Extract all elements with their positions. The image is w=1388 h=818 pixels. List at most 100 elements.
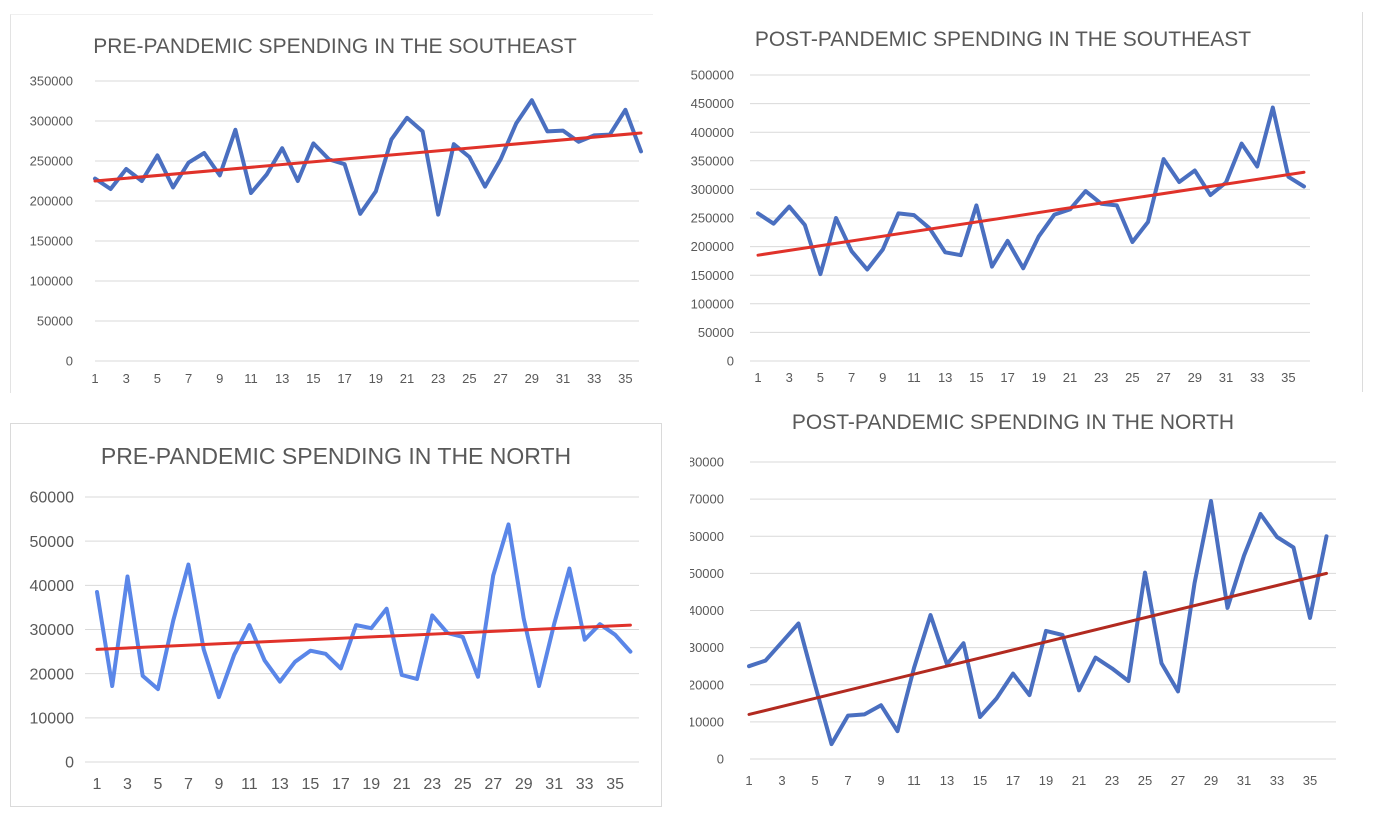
y-tick-label: 400000 — [691, 125, 734, 140]
y-tick-label: 50000 — [30, 534, 75, 551]
chart-title: POST-PANDEMIC SPENDING IN THE NORTH — [792, 411, 1234, 434]
x-tick-label: 15 — [969, 370, 983, 385]
chart-panel-pre-north: PRE-PANDEMIC SPENDING IN THE NORTH 0 1000… — [10, 423, 662, 807]
y-tick-label: 250000 — [30, 154, 73, 169]
y-tick-label: 0 — [65, 755, 74, 772]
y-tick-label: 150000 — [30, 234, 73, 249]
chart-title: PRE-PANDEMIC SPENDING IN THE NORTH — [101, 443, 571, 469]
x-tick-label: 17 — [1000, 370, 1014, 385]
x-tick-label: 3 — [778, 773, 785, 788]
x-tick-label: 31 — [545, 776, 563, 793]
x-tick-label: 15 — [306, 371, 320, 386]
x-tick-label: 21 — [400, 371, 414, 386]
y-tick-label: 350000 — [691, 153, 734, 168]
x-tick-label: 25 — [1138, 773, 1152, 788]
x-tick-label: 33 — [576, 776, 594, 793]
chart-panel-post-southeast: POST-PANDEMIC SPENDING IN THE SOUTHEAST … — [690, 12, 1363, 392]
y-tick-label: 0 — [66, 354, 73, 369]
x-tick-label: 27 — [493, 371, 507, 386]
x-tick-label: 35 — [1281, 370, 1295, 385]
x-tick-label: 13 — [938, 370, 952, 385]
x-tick-label: 29 — [1188, 370, 1202, 385]
x-tick-label: 5 — [154, 776, 163, 793]
y-tick-label: 200000 — [30, 194, 73, 209]
x-tick-label: 15 — [301, 776, 319, 793]
chart-panel-pre-southeast: PRE-PANDEMIC SPENDING IN THE SOUTHEAST 0… — [10, 14, 653, 393]
x-tick-label: 23 — [1094, 370, 1108, 385]
y-tick-label: 50000 — [690, 566, 724, 581]
x-tick-label: 19 — [1039, 773, 1053, 788]
x-tick-label: 5 — [817, 370, 824, 385]
x-tick-label: 7 — [185, 371, 192, 386]
y-tick-label: 30000 — [690, 640, 724, 655]
x-tick-label: 9 — [216, 371, 223, 386]
x-tick-label: 1 — [91, 371, 98, 386]
x-tick-label: 9 — [214, 776, 223, 793]
y-tick-label: 10000 — [30, 710, 75, 727]
y-tick-label: 100000 — [30, 274, 73, 289]
x-tick-label: 13 — [271, 776, 289, 793]
trendline — [93, 131, 643, 183]
y-tick-label: 60000 — [30, 490, 75, 507]
x-tick-label: 13 — [275, 371, 289, 386]
x-tick-label: 17 — [332, 776, 350, 793]
x-tick-label: 3 — [786, 370, 793, 385]
x-tick-label: 23 — [1105, 773, 1119, 788]
x-tick-label: 27 — [1156, 370, 1170, 385]
x-tick-label: 21 — [1072, 773, 1086, 788]
y-tick-label: 150000 — [691, 268, 734, 283]
x-tick-label: 19 — [1032, 370, 1046, 385]
y-tick-label: 350000 — [30, 74, 73, 89]
x-tick-label: 3 — [123, 776, 132, 793]
x-tick-label: 9 — [879, 370, 886, 385]
x-tick-label: 31 — [1237, 773, 1251, 788]
x-tick-label: 7 — [844, 773, 851, 788]
series-line — [95, 522, 633, 700]
y-tick-label: 0 — [727, 354, 734, 369]
x-tick-label: 13 — [940, 773, 954, 788]
chart-post-north: POST-PANDEMIC SPENDING IN THE NORTH 0 100… — [690, 411, 1336, 788]
x-tick-label: 21 — [1063, 370, 1077, 385]
y-tick-label: 30000 — [30, 622, 75, 639]
chart-panel-post-north: POST-PANDEMIC SPENDING IN THE NORTH 0 100… — [690, 400, 1362, 810]
x-tick-label: 33 — [1270, 773, 1284, 788]
x-tick-label: 15 — [973, 773, 987, 788]
trendline — [756, 170, 1306, 257]
x-tick-label: 31 — [556, 371, 570, 386]
y-tick-label: 200000 — [691, 239, 734, 254]
y-tick-label: 500000 — [691, 68, 734, 83]
series-line — [747, 499, 1329, 747]
x-tick-label: 11 — [907, 773, 921, 788]
x-tick-label: 27 — [1171, 773, 1185, 788]
x-tick-label: 11 — [244, 371, 258, 386]
chart-title: PRE-PANDEMIC SPENDING IN THE SOUTHEAST — [93, 35, 577, 58]
x-tick-label: 23 — [423, 776, 441, 793]
series-line — [756, 105, 1306, 277]
y-tick-label: 80000 — [690, 455, 724, 470]
y-tick-label: 50000 — [37, 314, 73, 329]
x-tick-label: 3 — [123, 371, 130, 386]
y-tick-label: 450000 — [691, 96, 734, 111]
x-tick-label: 25 — [462, 371, 476, 386]
series-line — [93, 98, 643, 217]
trendline — [747, 571, 1328, 716]
x-tick-label: 31 — [1219, 370, 1233, 385]
x-tick-label: 25 — [454, 776, 472, 793]
x-tick-label: 1 — [93, 776, 102, 793]
y-tick-label: 60000 — [690, 529, 724, 544]
x-tick-label: 1 — [754, 370, 761, 385]
x-tick-label: 33 — [1250, 370, 1264, 385]
y-tick-label: 10000 — [690, 714, 724, 729]
y-tick-label: 20000 — [690, 677, 724, 692]
x-tick-label: 5 — [811, 773, 818, 788]
x-tick-label: 11 — [241, 776, 258, 793]
x-tick-label: 35 — [606, 776, 624, 793]
x-tick-label: 1 — [745, 773, 752, 788]
x-tick-label: 11 — [907, 370, 921, 385]
chart-pre-southeast: PRE-PANDEMIC SPENDING IN THE SOUTHEAST 0… — [30, 35, 643, 386]
y-tick-label: 70000 — [690, 492, 724, 507]
y-tick-label: 50000 — [698, 325, 734, 340]
x-tick-label: 29 — [1204, 773, 1218, 788]
x-tick-label: 35 — [618, 371, 632, 386]
y-tick-label: 250000 — [691, 211, 734, 226]
